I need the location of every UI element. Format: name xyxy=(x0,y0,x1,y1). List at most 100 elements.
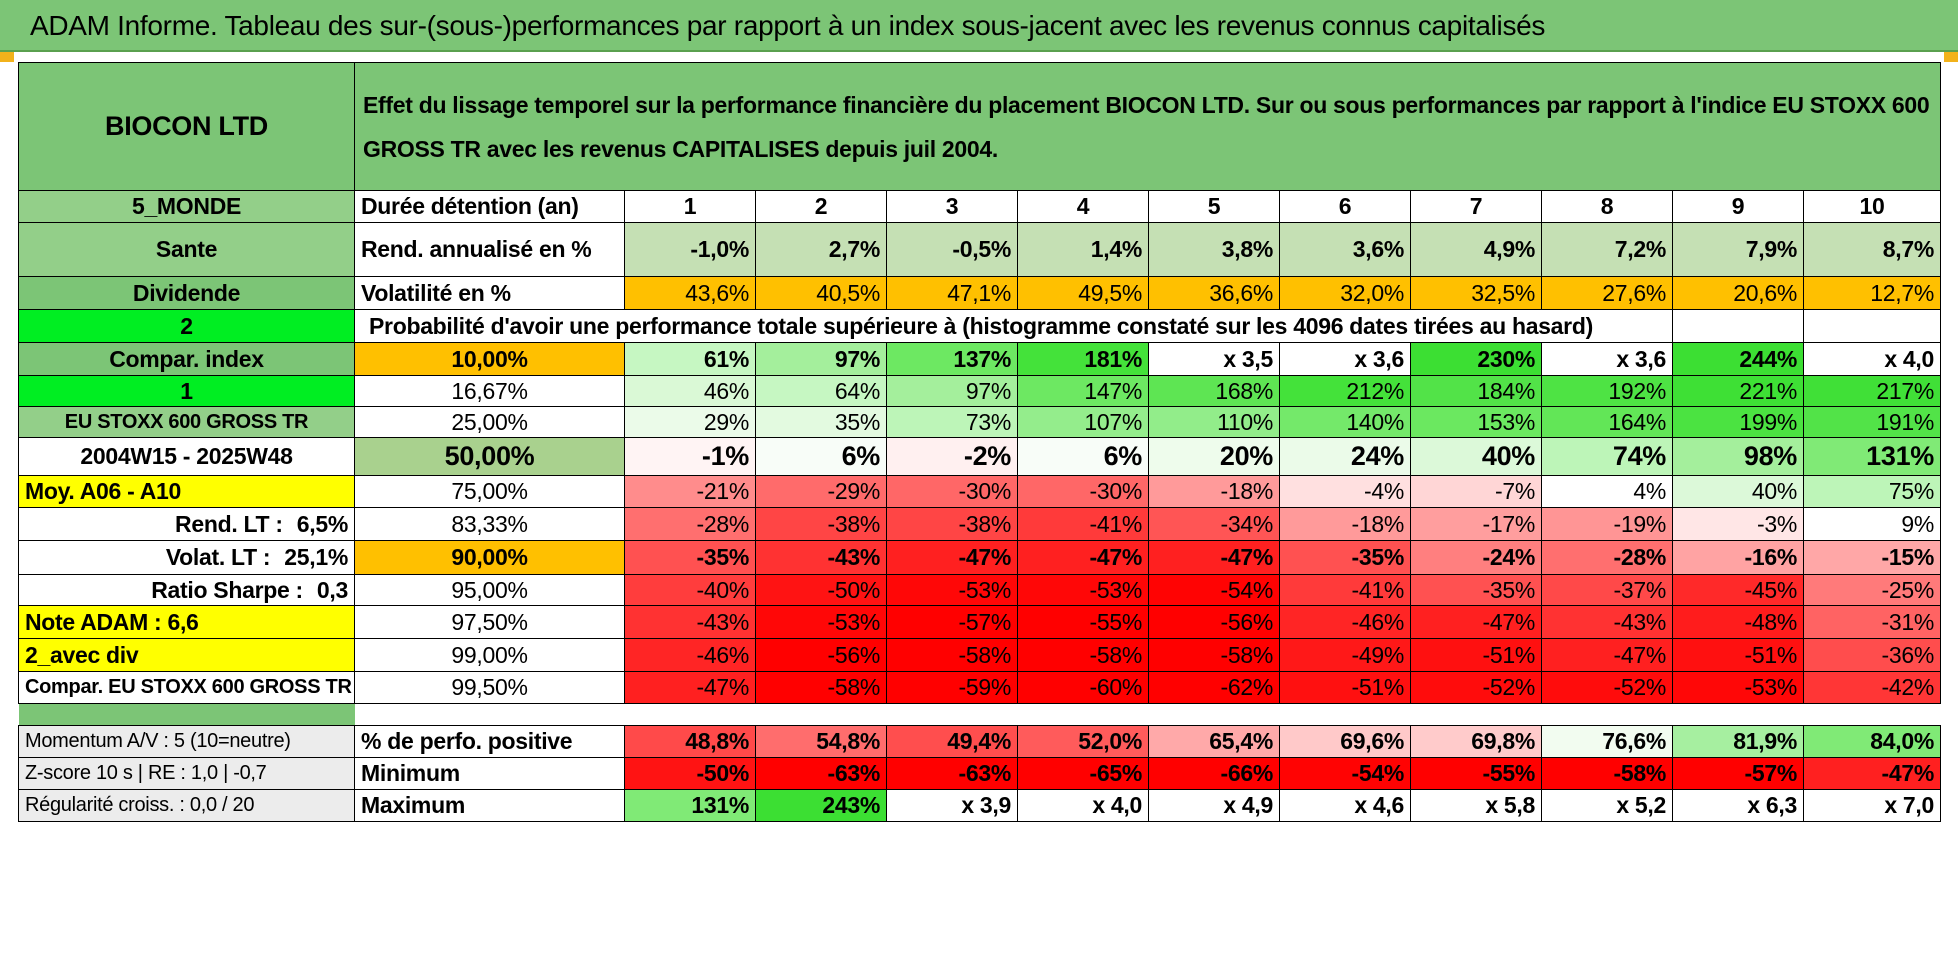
volatility-9: 20,6% xyxy=(1672,276,1804,310)
prob-value-6: -49% xyxy=(1279,638,1411,672)
prob-value-2: -53% xyxy=(755,605,887,639)
gap-cell xyxy=(886,703,1018,726)
prob-value-2: -38% xyxy=(755,507,887,541)
prob-value-4: -47% xyxy=(1017,540,1149,575)
prob-value-3: -58% xyxy=(886,638,1018,672)
minimum-row: Z-score 10 s | RE : 1,0 | -0,7 Minimum -50… xyxy=(18,757,1941,790)
year-header-8: 8 xyxy=(1541,190,1673,223)
prob-value-5: -54% xyxy=(1148,574,1280,606)
prob-value-10: 9% xyxy=(1803,507,1941,541)
prob-value-8: 74% xyxy=(1541,437,1673,476)
gap-cell xyxy=(1148,703,1280,726)
probability-row: Rend. LT :6,5% 83,33% -28% -38% -38% -41% -34%… xyxy=(18,507,1941,541)
prob-value-9: 221% xyxy=(1672,375,1804,407)
prob-value-1: 29% xyxy=(624,406,756,438)
probability-header-row: 2 Probabilité d'avoir une performance tot… xyxy=(18,309,1941,343)
prob-value-6: -18% xyxy=(1279,507,1411,541)
year-header-5: 5 xyxy=(1148,190,1280,223)
left-edge-marker xyxy=(0,52,14,62)
threshold-pct: 95,00% xyxy=(354,574,625,606)
prob-value-2: -58% xyxy=(755,671,887,704)
gap-cell xyxy=(1279,703,1411,726)
prob-value-7: 184% xyxy=(1410,375,1542,407)
prob-value-5: -47% xyxy=(1148,540,1280,575)
positive-3: 49,4% xyxy=(886,725,1018,758)
minimum-1: -50% xyxy=(624,757,756,790)
year-header-10: 10 xyxy=(1803,190,1941,223)
left-label: 2004W15 - 2025W48 xyxy=(18,437,355,476)
prob-value-10: -36% xyxy=(1803,638,1941,672)
prob-value-8: -19% xyxy=(1541,507,1673,541)
prob-value-7: 40% xyxy=(1410,437,1542,476)
prob-value-3: -38% xyxy=(886,507,1018,541)
prob-value-3: 97% xyxy=(886,375,1018,407)
prob-value-8: -52% xyxy=(1541,671,1673,704)
positive-8: 76,6% xyxy=(1541,725,1673,758)
prob-value-5: 20% xyxy=(1148,437,1280,476)
positive-1: 48,8% xyxy=(624,725,756,758)
positive-4: 52,0% xyxy=(1017,725,1149,758)
right-edge-marker xyxy=(1944,52,1958,62)
prob-value-6: -46% xyxy=(1279,605,1411,639)
left-label: Volat. LT : 25,1% xyxy=(18,540,355,575)
prob-value-3: 137% xyxy=(886,342,1018,376)
prob-value-2: 6% xyxy=(755,437,887,476)
prob-value-1: -28% xyxy=(624,507,756,541)
year-header-2: 2 xyxy=(755,190,887,223)
prob-value-9: -3% xyxy=(1672,507,1804,541)
prob-value-6: 24% xyxy=(1279,437,1411,476)
threshold-pct: 99,00% xyxy=(354,638,625,672)
prob-value-9: -53% xyxy=(1672,671,1804,704)
threshold-pct: 83,33% xyxy=(354,507,625,541)
prob-value-5: -18% xyxy=(1148,475,1280,508)
prob-value-4: -53% xyxy=(1017,574,1149,606)
maximum-2: 243% xyxy=(755,789,887,822)
prob-value-10: -42% xyxy=(1803,671,1941,704)
prob-value-10: -15% xyxy=(1803,540,1941,575)
volatility-row: Dividende Volatilité en % 43,6% 40,5% 47,1% 4… xyxy=(18,276,1941,310)
gap-cell xyxy=(624,703,756,726)
prob-value-1: -40% xyxy=(624,574,756,606)
left-label: EU STOXX 600 GROSS TR xyxy=(18,406,355,438)
duration-row: 5_MONDE Durée détention (an) 1 2 3 4 5 6 7 8 9 10 xyxy=(18,190,1941,223)
prob-value-3: -47% xyxy=(886,540,1018,575)
prob-value-1: -35% xyxy=(624,540,756,575)
minimum-4: -65% xyxy=(1017,757,1149,790)
probability-row: 1 16,67% 46% 64% 97% 147% 168% 212% 184% 192% 221%… xyxy=(18,375,1941,407)
prob-value-7: -35% xyxy=(1410,574,1542,606)
stock-name: BIOCON LTD xyxy=(18,62,355,191)
positive-7: 69,8% xyxy=(1410,725,1542,758)
positive-5: 65,4% xyxy=(1148,725,1280,758)
prob-value-6: -51% xyxy=(1279,671,1411,704)
prob-value-4: 147% xyxy=(1017,375,1149,407)
prob-value-9: -16% xyxy=(1672,540,1804,575)
prob-value-2: 97% xyxy=(755,342,887,376)
prob-value-7: -17% xyxy=(1410,507,1542,541)
prob-value-8: x 3,6 xyxy=(1541,342,1673,376)
empty-cell xyxy=(1672,309,1804,343)
volatility-2: 40,5% xyxy=(755,276,887,310)
prob-value-9: -51% xyxy=(1672,638,1804,672)
left-label: Ratio Sharpe : 0,3 xyxy=(18,574,355,606)
gap-cell xyxy=(1017,703,1149,726)
prob-value-9: 40% xyxy=(1672,475,1804,508)
maximum-10: x 7,0 xyxy=(1803,789,1941,822)
positive-2: 54,8% xyxy=(755,725,887,758)
minimum-label: Minimum xyxy=(354,757,625,790)
volatility-6: 32,0% xyxy=(1279,276,1411,310)
gap-cell xyxy=(18,703,355,726)
maximum-label: Maximum xyxy=(354,789,625,822)
performance-table: BIOCON LTD Effet du lissage temporel sur … xyxy=(18,62,1941,822)
prob-value-7: -24% xyxy=(1410,540,1542,575)
minimum-3: -63% xyxy=(886,757,1018,790)
prob-value-1: 46% xyxy=(624,375,756,407)
prob-value-6: 212% xyxy=(1279,375,1411,407)
volatility-4: 49,5% xyxy=(1017,276,1149,310)
prob-value-9: -45% xyxy=(1672,574,1804,606)
prob-value-2: -29% xyxy=(755,475,887,508)
positive-label: % de perfo. positive xyxy=(354,725,625,758)
minimum-2: -63% xyxy=(755,757,887,790)
prob-value-7: 230% xyxy=(1410,342,1542,376)
prob-value-7: -47% xyxy=(1410,605,1542,639)
prob-value-10: 75% xyxy=(1803,475,1941,508)
